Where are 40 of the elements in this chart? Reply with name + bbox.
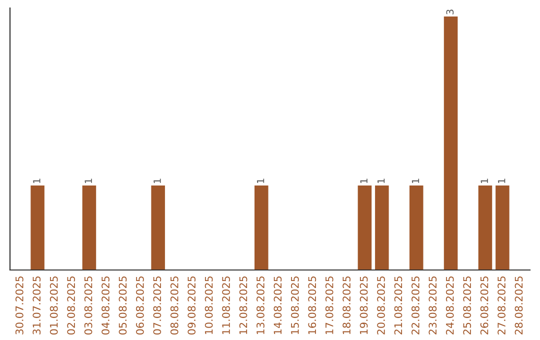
x-tick-label: 08.08.2025: [170, 276, 178, 335]
x-tick-label: 11.08.2025: [222, 276, 230, 334]
data-label: 1: [360, 178, 368, 184]
x-tick-label: 10.08.2025: [204, 276, 213, 334]
data-label: 3: [446, 10, 454, 14]
x-tick-label: 23.08.2025: [428, 276, 437, 334]
data-label: 1: [498, 178, 506, 184]
x-tick-label: 16.08.2025: [308, 276, 316, 334]
x-tick-label: 03.08.2025: [84, 276, 92, 335]
data-label: 1: [33, 178, 40, 184]
x-tick-label: 17.08.2025: [325, 276, 334, 334]
x-tick-label: 20.08.2025: [377, 276, 385, 334]
x-tick-label: 15.08.2025: [290, 276, 299, 334]
x-tick-label: 07.08.2025: [153, 276, 162, 335]
x-tick-label: 31.07.2025: [32, 276, 41, 334]
x-tick-label: 25.08.2025: [463, 276, 472, 334]
x-tick-label: 28.08.2025: [514, 276, 523, 334]
data-label: 1: [256, 178, 264, 184]
x-tick-label: 02.08.2025: [67, 276, 76, 335]
data-label: 1: [480, 178, 488, 184]
x-tick-label: 27.08.2025: [498, 276, 506, 334]
data-label: 1: [84, 178, 92, 184]
x-tick-label: 22.08.2025: [412, 276, 420, 334]
x-tick-label: 05.08.2025: [118, 276, 127, 335]
x-tick-label: 09.08.2025: [188, 276, 196, 335]
data-label: 1: [378, 178, 385, 184]
x-tick-label: 06.08.2025: [136, 276, 144, 335]
x-tick-label: 30.07.2025: [15, 276, 24, 334]
data-label: 1: [154, 178, 161, 184]
x-tick-label: 19.08.2025: [360, 276, 368, 334]
x-tick-label: 24.08.2025: [446, 276, 454, 334]
x-tick-label: 12.08.2025: [239, 276, 248, 334]
x-tick-label: 21.08.2025: [394, 276, 402, 334]
x-tick-label: 13.08.2025: [256, 276, 264, 334]
x-tick-label: 26.08.2025: [480, 276, 488, 334]
x-tick-label: 04.08.2025: [102, 276, 110, 335]
data-label: 1: [412, 178, 420, 184]
x-tick-label: 18.08.2025: [342, 276, 351, 334]
x-tick-label: 14.08.2025: [274, 276, 282, 334]
x-tick-label: 01.08.2025: [50, 276, 58, 335]
